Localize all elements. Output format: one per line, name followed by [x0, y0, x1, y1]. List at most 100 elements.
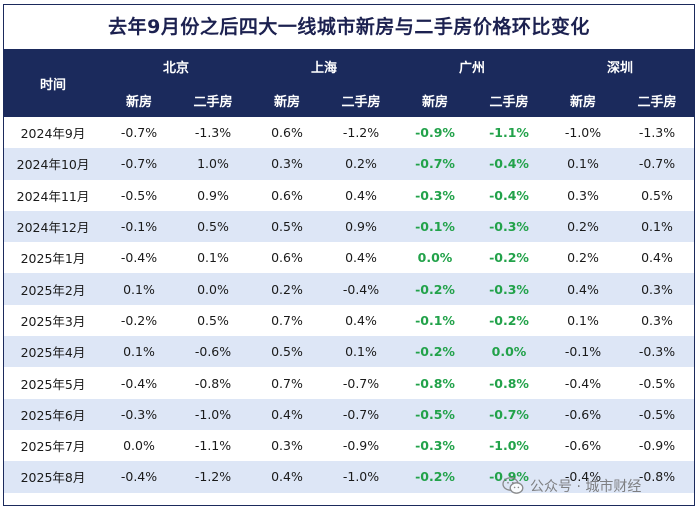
value-cell: 0.5%: [176, 210, 250, 243]
value-cell: -0.2%: [472, 304, 546, 337]
price-change-table: 时间 北京 上海 广州 深圳 新房 二手房 新房 二手房 新房 二手房 新房 二…: [4, 49, 694, 493]
value-cell: -1.0%: [176, 398, 250, 430]
value-cell: 0.4%: [250, 398, 324, 430]
value-cell: 0.9%: [324, 210, 398, 243]
header-sub-second: 二手房: [324, 83, 398, 117]
value-cell: -0.4%: [324, 273, 398, 305]
header-sub-new: 新房: [102, 83, 176, 117]
table-row: 2024年10月 -0.7% 1.0% 0.3% 0.2% -0.7% -0.4% 0.1% -…: [4, 148, 694, 180]
value-cell: -0.2%: [398, 336, 472, 368]
row-month: 2024年12月: [4, 210, 102, 243]
value-cell: -0.7%: [102, 117, 176, 149]
row-month: 2025年7月: [4, 429, 102, 462]
value-cell: -0.9%: [324, 429, 398, 462]
value-cell: 0.1%: [546, 148, 620, 180]
value-cell: 0.1%: [176, 242, 250, 274]
value-cell: -0.8%: [176, 367, 250, 399]
row-month: 2025年3月: [4, 304, 102, 337]
value-cell: -0.4%: [102, 242, 176, 274]
value-cell: -0.8%: [620, 461, 694, 493]
value-cell: -0.4%: [102, 367, 176, 399]
table-row: 2024年12月 -0.1% 0.5% 0.5% 0.9% -0.1% -0.3% 0.2% 0…: [4, 210, 694, 243]
table-row: 2025年5月 -0.4% -0.8% 0.7% -0.7% -0.8% -0.8% -0.4…: [4, 367, 694, 399]
header-sub-new: 新房: [250, 83, 324, 117]
table-row: 2024年9月 -0.7% -1.3% 0.6% -1.2% -0.9% -1.1% -1.0…: [4, 117, 694, 149]
header-city-shenzhen: 深圳: [546, 49, 694, 83]
value-cell: -0.7%: [102, 148, 176, 180]
value-cell: 0.4%: [324, 179, 398, 211]
value-cell: -0.9%: [620, 429, 694, 462]
header-sub-second: 二手房: [620, 83, 694, 117]
value-cell: -0.3%: [472, 210, 546, 243]
value-cell: -1.0%: [546, 117, 620, 149]
value-cell: -0.4%: [472, 179, 546, 211]
value-cell: -0.4%: [102, 461, 176, 493]
table-row: 2024年11月 -0.5% 0.9% 0.6% 0.4% -0.3% -0.4% 0.3% 0…: [4, 179, 694, 211]
header-city-beijing: 北京: [102, 49, 250, 83]
value-cell: -0.4%: [546, 461, 620, 493]
value-cell: -0.2%: [398, 461, 472, 493]
table-row: 2025年8月 -0.4% -1.2% 0.4% -1.0% -0.2% -0.9% -0.4…: [4, 461, 694, 493]
value-cell: -0.8%: [472, 367, 546, 399]
watermark: 公众号 · 城市财经: [502, 474, 641, 498]
watermark-label: 公众号 · 城市财经: [530, 479, 642, 495]
value-cell: -0.2%: [472, 242, 546, 274]
value-cell: 0.0%: [176, 273, 250, 305]
table-row: 2025年4月 0.1% -0.6% 0.5% 0.1% -0.2% 0.0% -0.1% -0…: [4, 336, 694, 368]
value-cell: 0.2%: [546, 242, 620, 274]
header-sub-new: 新房: [398, 83, 472, 117]
value-cell: -0.1%: [398, 210, 472, 243]
table-body: 2024年9月 -0.7% -1.3% 0.6% -1.2% -0.9% -1.1% -1.0…: [4, 117, 694, 493]
value-cell: 0.0%: [102, 429, 176, 462]
value-cell: -1.1%: [472, 117, 546, 149]
value-cell: 0.5%: [620, 179, 694, 211]
header-city-shanghai: 上海: [250, 49, 398, 83]
table-row: 2025年1月 -0.4% 0.1% 0.6% 0.4% 0.0% -0.2% 0.2% 0.4…: [4, 242, 694, 274]
value-cell: 0.3%: [250, 148, 324, 180]
value-cell: 0.3%: [620, 304, 694, 337]
value-cell: -1.0%: [472, 429, 546, 462]
value-cell: -0.5%: [102, 179, 176, 211]
value-cell: 0.0%: [472, 336, 546, 368]
value-cell: -0.3%: [398, 179, 472, 211]
value-cell: -0.9%: [472, 461, 546, 493]
value-cell: 0.7%: [250, 367, 324, 399]
header-sub-second: 二手房: [176, 83, 250, 117]
value-cell: 0.2%: [546, 210, 620, 243]
value-cell: -0.3%: [102, 398, 176, 430]
value-cell: -0.9%: [398, 117, 472, 149]
wechat-icon: [502, 477, 524, 494]
value-cell: -0.7%: [324, 367, 398, 399]
value-cell: 0.4%: [324, 304, 398, 337]
row-month: 2025年1月: [4, 242, 102, 274]
header-city-guangzhou: 广州: [398, 49, 546, 83]
value-cell: 0.5%: [250, 336, 324, 368]
value-cell: -0.3%: [398, 429, 472, 462]
value-cell: -1.3%: [620, 117, 694, 149]
row-month: 2025年4月: [4, 336, 102, 368]
value-cell: 0.6%: [250, 117, 324, 149]
value-cell: -0.7%: [472, 398, 546, 430]
value-cell: -0.5%: [620, 398, 694, 430]
row-month: 2025年6月: [4, 398, 102, 430]
value-cell: -0.7%: [398, 148, 472, 180]
value-cell: -0.5%: [398, 398, 472, 430]
value-cell: 0.6%: [250, 242, 324, 274]
table-row: 2025年3月 -0.2% 0.5% 0.7% 0.4% -0.1% -0.2% 0.1% 0.…: [4, 304, 694, 337]
value-cell: 0.2%: [324, 148, 398, 180]
value-cell: 0.0%: [398, 242, 472, 274]
value-cell: -0.6%: [176, 336, 250, 368]
value-cell: -0.6%: [546, 398, 620, 430]
value-cell: -0.2%: [398, 273, 472, 305]
row-month: 2024年10月: [4, 148, 102, 180]
table-card: 去年9月份之后四大一线城市新房与二手房价格环比变化 时间 北京 上海 广州 深圳…: [3, 4, 695, 506]
value-cell: 0.4%: [324, 242, 398, 274]
value-cell: 0.1%: [324, 336, 398, 368]
value-cell: -0.4%: [472, 148, 546, 180]
value-cell: 0.5%: [176, 304, 250, 337]
value-cell: -1.1%: [176, 429, 250, 462]
value-cell: -0.7%: [620, 148, 694, 180]
value-cell: 0.1%: [620, 210, 694, 243]
value-cell: -0.3%: [620, 336, 694, 368]
value-cell: -1.3%: [176, 117, 250, 149]
